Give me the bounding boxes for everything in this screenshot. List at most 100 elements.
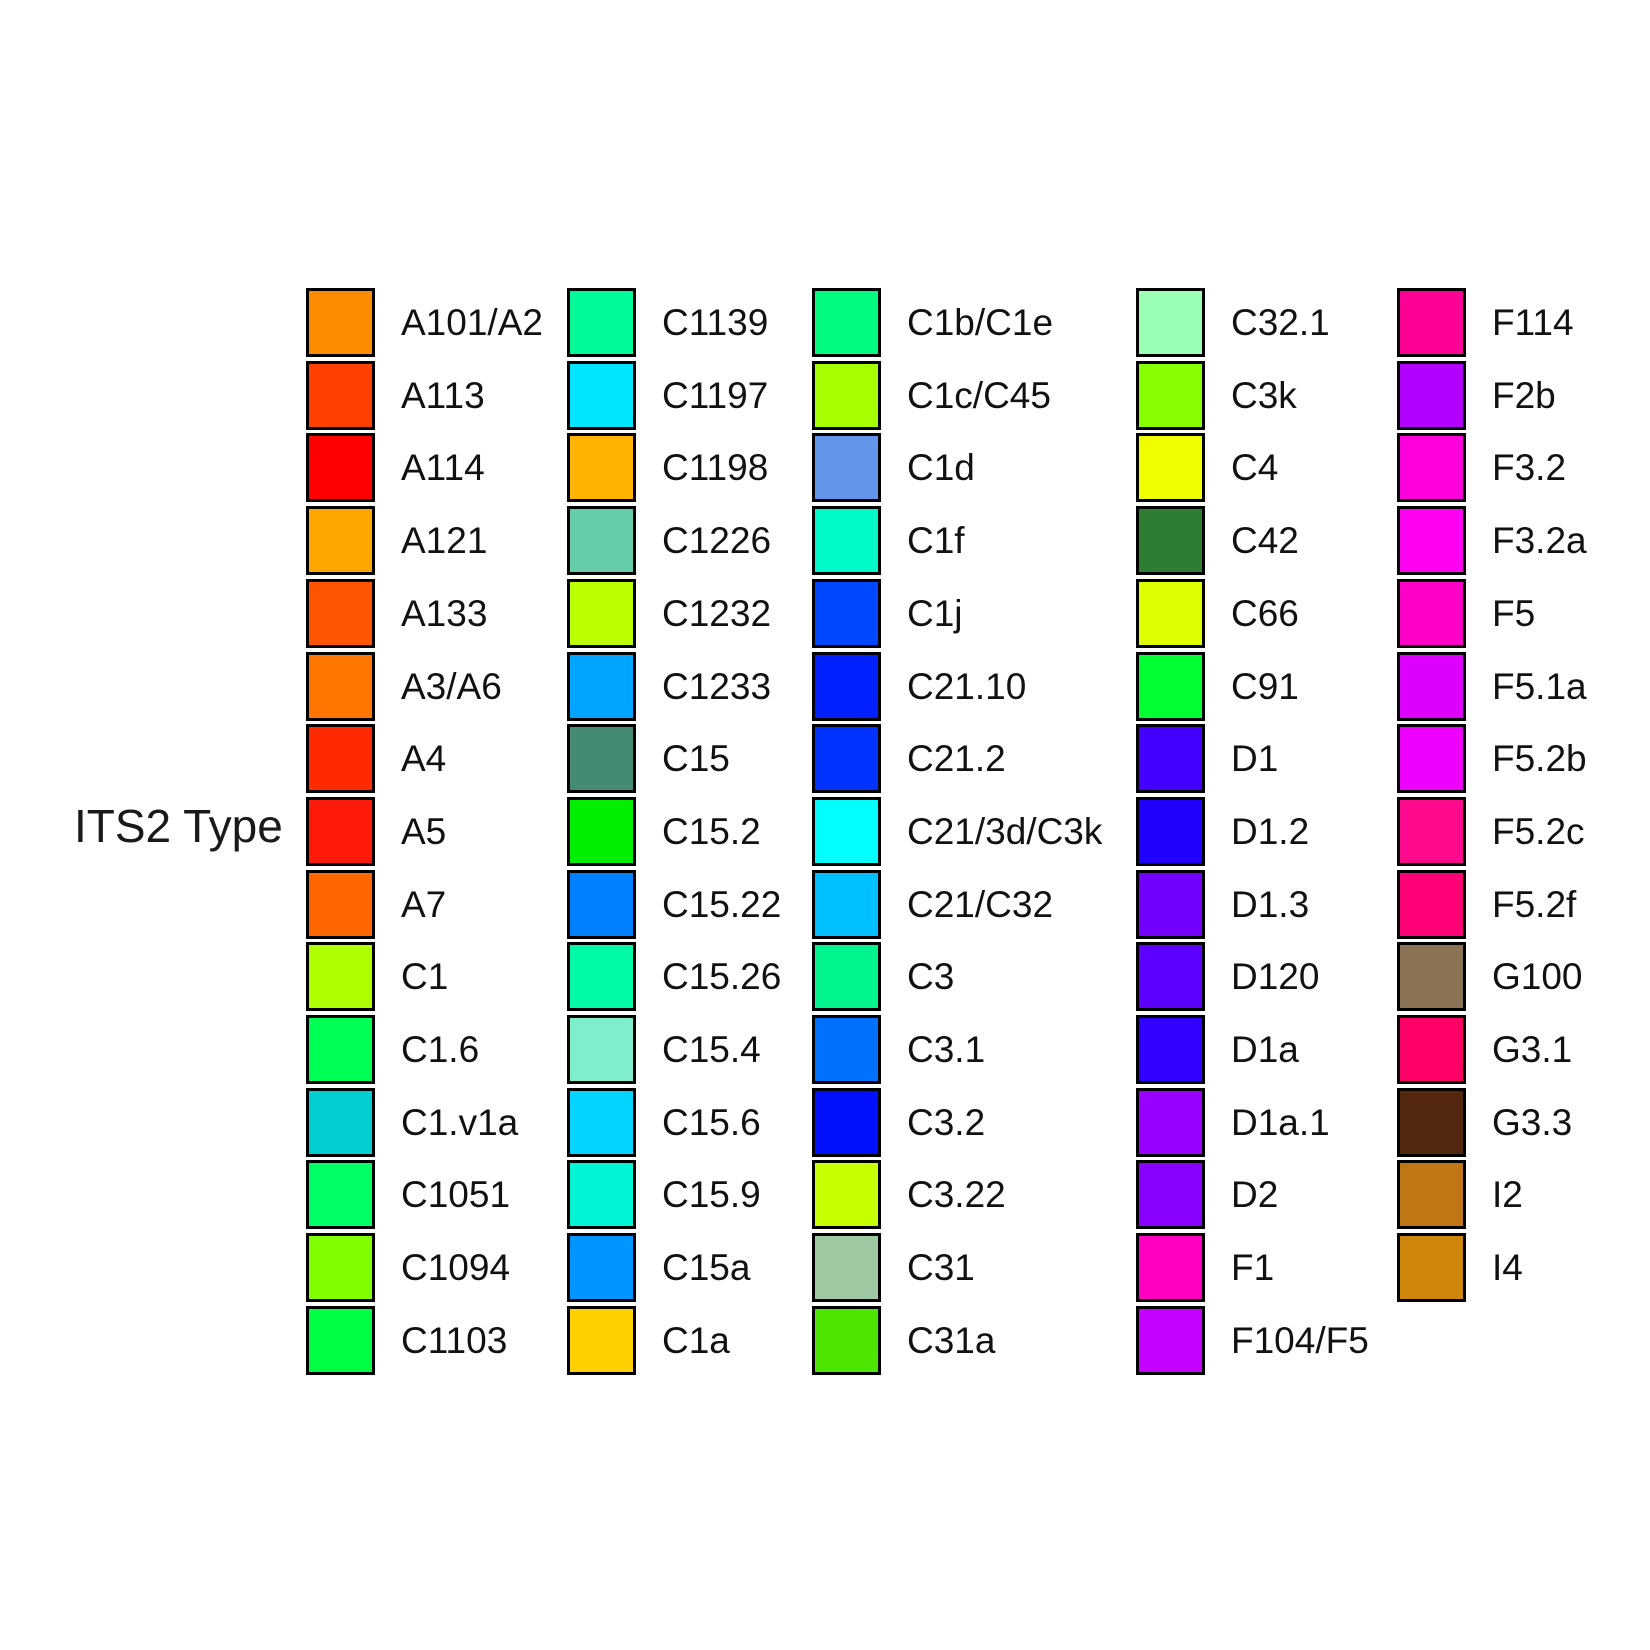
legend-label: C3k (1231, 374, 1297, 416)
legend-label: C15a (662, 1247, 751, 1289)
legend-swatch (1136, 1233, 1205, 1303)
legend-label: C1d (907, 447, 975, 489)
legend-label: C15.9 (662, 1174, 761, 1216)
legend-label: F3.2 (1492, 447, 1567, 489)
legend-swatch (1136, 578, 1205, 648)
legend-label: C1233 (662, 665, 772, 707)
legend-swatch (306, 288, 375, 357)
legend-label: C1051 (401, 1174, 511, 1216)
legend-swatch (1136, 796, 1205, 866)
legend-label: D1.2 (1231, 810, 1310, 852)
legend-label: D1.3 (1231, 883, 1310, 925)
legend-label: C1103 (401, 1319, 508, 1361)
legend-swatch (567, 1305, 636, 1375)
legend-label: C3 (907, 956, 955, 998)
legend-label: C15 (662, 738, 730, 780)
legend-label: C21/C32 (907, 883, 1054, 925)
legend-swatch (1136, 1087, 1205, 1157)
legend-label: C1232 (662, 592, 772, 634)
legend-swatch (306, 651, 375, 721)
legend-swatch (1397, 1233, 1466, 1303)
legend-label: C1094 (401, 1247, 511, 1289)
legend-swatch (567, 796, 636, 866)
legend-swatch (1397, 578, 1466, 648)
legend-label: F5.2c (1492, 810, 1585, 852)
legend-label: C15.2 (662, 810, 761, 852)
legend-swatch (1136, 869, 1205, 939)
legend-label: C1b/C1e (907, 302, 1054, 343)
legend-label: C31a (907, 1319, 996, 1361)
legend-label: C1226 (662, 520, 772, 562)
legend-swatch (306, 1087, 375, 1157)
legend-swatch (1397, 942, 1466, 1012)
legend-swatch (306, 578, 375, 648)
legend-label: C1a (662, 1319, 730, 1361)
legend-swatch (812, 869, 881, 939)
legend-label: C3.2 (907, 1101, 986, 1143)
legend-label: A7 (401, 883, 447, 925)
legend-swatch (567, 288, 636, 357)
legend-swatch (567, 578, 636, 648)
legend-swatch (1397, 651, 1466, 721)
legend-label: C42 (1231, 520, 1299, 562)
legend-swatch (306, 869, 375, 939)
legend-label: I4 (1492, 1247, 1523, 1289)
legend-label: C1197 (662, 374, 769, 416)
legend-label: C1f (907, 520, 965, 562)
legend-label: G100 (1492, 956, 1583, 998)
legend-swatch (812, 578, 881, 648)
legend-label: A101/A2 (401, 302, 543, 343)
legend-label: C15.26 (662, 956, 782, 998)
legend-swatch (567, 1233, 636, 1303)
legend-swatch (567, 724, 636, 794)
legend-label: D2 (1231, 1174, 1279, 1216)
legend-swatch (306, 942, 375, 1012)
legend-label: C4 (1231, 447, 1279, 489)
legend-swatch (306, 360, 375, 430)
legend-swatch (812, 288, 881, 357)
legend-swatch (1397, 360, 1466, 430)
legend-swatch (1136, 433, 1205, 503)
legend-swatch (567, 651, 636, 721)
legend-label: C21.2 (907, 738, 1006, 780)
legend-swatch (812, 651, 881, 721)
legend-swatch (1136, 1015, 1205, 1084)
legend-swatch (1136, 360, 1205, 430)
legend-label: C91 (1231, 665, 1299, 707)
legend-label: C31 (907, 1247, 975, 1289)
legend-swatch (812, 796, 881, 866)
legend-swatch (1397, 869, 1466, 939)
legend-swatch (1136, 1305, 1205, 1375)
legend-swatch (306, 433, 375, 503)
legend-label: F5.2b (1492, 738, 1587, 780)
legend-swatch (1397, 724, 1466, 794)
legend-swatch (567, 360, 636, 430)
legend-swatch (1397, 1160, 1466, 1230)
legend-swatch (306, 796, 375, 866)
legend-swatch (1136, 1160, 1205, 1230)
legend-label: C1.6 (401, 1029, 480, 1070)
legend-swatch (1136, 506, 1205, 576)
legend-label: C32.1 (1231, 302, 1330, 343)
legend-swatch (567, 942, 636, 1012)
legend-swatch (812, 942, 881, 1012)
legend-swatch (1136, 651, 1205, 721)
legend-swatch (812, 1305, 881, 1375)
legend-label: F5.1a (1492, 665, 1587, 707)
legend-label: C1198 (662, 447, 769, 489)
legend-label: G3.1 (1492, 1029, 1573, 1070)
legend-label: D1 (1231, 738, 1279, 780)
legend-label: C3.22 (907, 1174, 1006, 1216)
legend-label: A133 (401, 592, 488, 634)
legend-swatch (567, 1160, 636, 1230)
legend-swatch (567, 1015, 636, 1084)
legend-swatch (567, 506, 636, 576)
legend-swatch (306, 506, 375, 576)
legend-label: C1.v1a (401, 1101, 519, 1143)
legend-swatch (1136, 942, 1205, 1012)
legend-swatch (306, 1015, 375, 1084)
legend-label: A3/A6 (401, 665, 502, 707)
legend-label: F1 (1231, 1247, 1275, 1289)
legend-label: C66 (1231, 592, 1299, 634)
legend-label: C21/3d/C3k (907, 810, 1103, 852)
